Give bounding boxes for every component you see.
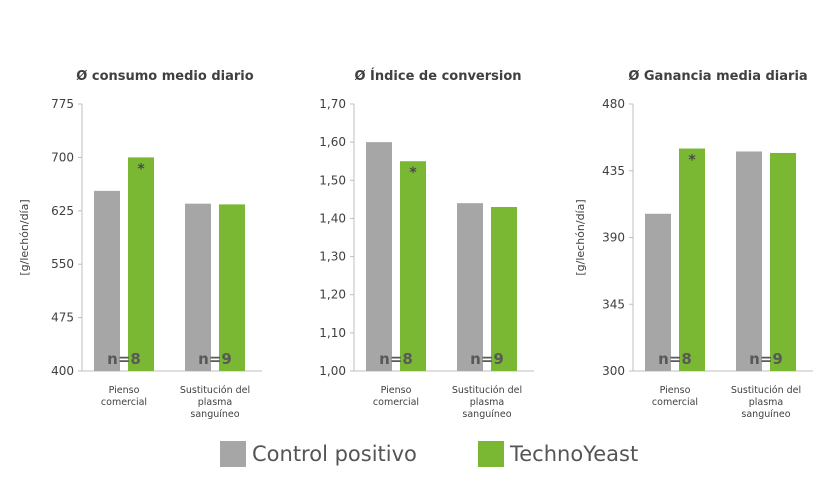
y-tick-label: 625 xyxy=(51,204,74,218)
y-tick-label: 300 xyxy=(602,364,625,378)
y-axis-label: [g/lechón/día] xyxy=(574,199,587,275)
y-tick-label: 480 xyxy=(602,97,625,111)
y-tick-label: 400 xyxy=(51,364,74,378)
chart-panel-1: Ø consumo medio diario [g/lechón/día] 400 4… xyxy=(18,69,262,420)
y-tick-label: 1,00 xyxy=(319,364,346,378)
bar-control-1 xyxy=(366,142,392,371)
bar-technoyeast-1 xyxy=(679,148,705,371)
x-category-label-1: Pienso comercial xyxy=(652,385,698,408)
charts-canvas: Ø consumo medio diario [g/lechón/día] 400 4… xyxy=(18,68,813,420)
x-category-label-2: Sustitución del plasma sanguíneo xyxy=(452,385,522,420)
chart-panel-3: Ø Ganancia media diaria [g/lechón/día] 300… xyxy=(574,69,813,420)
bar-control-2 xyxy=(736,151,762,371)
y-tick-label: 1,40 xyxy=(319,211,346,225)
y-tick-label: 435 xyxy=(602,164,625,178)
significance-asterisk: * xyxy=(688,153,696,169)
bar-technoyeast-1 xyxy=(128,157,154,371)
bar-control-2 xyxy=(457,203,483,371)
y-tick-label: 775 xyxy=(51,97,74,111)
legend-label-control: Control positivo xyxy=(252,442,417,466)
legend-label-techno: TechnoYeast xyxy=(510,442,639,466)
n-label-2: n=9 xyxy=(749,350,783,368)
n-label-1: n=8 xyxy=(379,350,413,368)
significance-asterisk: * xyxy=(137,161,145,177)
y-tick-label: 1,20 xyxy=(319,288,346,302)
legend-swatch-control xyxy=(220,441,246,467)
y-tick-label: 1,10 xyxy=(319,326,346,340)
y-axis-label: [g/lechón/día] xyxy=(18,199,31,275)
y-tick-label: 1,60 xyxy=(319,135,346,149)
bar-control-2 xyxy=(185,203,211,371)
x-category-label-2: Sustitución del plasma sanguíneo xyxy=(731,385,801,420)
x-category-label-2: Sustitución del plasma sanguíneo xyxy=(180,385,250,420)
n-label-1: n=8 xyxy=(107,350,141,368)
bar-technoyeast-2 xyxy=(770,152,796,371)
y-tick-label: 475 xyxy=(51,311,74,325)
bar-control-1 xyxy=(645,213,671,371)
y-tick-label: 1,50 xyxy=(319,173,346,187)
chart-title: Ø Ganancia media diaria xyxy=(628,69,807,84)
bar-technoyeast-2 xyxy=(219,204,245,371)
legend: Control positivo TechnoYeast xyxy=(0,436,828,472)
bar-control-1 xyxy=(94,190,120,371)
y-tick-label: 1,30 xyxy=(319,250,346,264)
y-tick-label: 700 xyxy=(51,150,74,164)
n-label-2: n=9 xyxy=(470,350,504,368)
n-label-1: n=8 xyxy=(658,350,692,368)
y-tick-label: 345 xyxy=(602,297,625,311)
bar-technoyeast-2 xyxy=(491,206,517,371)
bar-technoyeast-1 xyxy=(400,161,426,371)
chart-title: Ø Índice de conversion xyxy=(354,68,521,84)
legend-item-control: Control positivo xyxy=(220,436,417,472)
y-tick-label: 390 xyxy=(602,231,625,245)
legend-item-techno: TechnoYeast xyxy=(478,436,638,472)
y-tick-label: 1,70 xyxy=(319,97,346,111)
significance-asterisk: * xyxy=(409,165,417,181)
x-category-label-1: Pienso comercial xyxy=(101,385,147,408)
y-tick-label: 550 xyxy=(51,257,74,271)
chart-title: Ø consumo medio diario xyxy=(76,69,253,84)
n-label-2: n=9 xyxy=(198,350,232,368)
chart-panel-2: Ø Índice de conversion 1,00 1,10 1,20 1,30 1,… xyxy=(319,68,534,420)
x-category-label-1: Pienso comercial xyxy=(373,385,419,408)
legend-swatch-techno xyxy=(478,441,504,467)
